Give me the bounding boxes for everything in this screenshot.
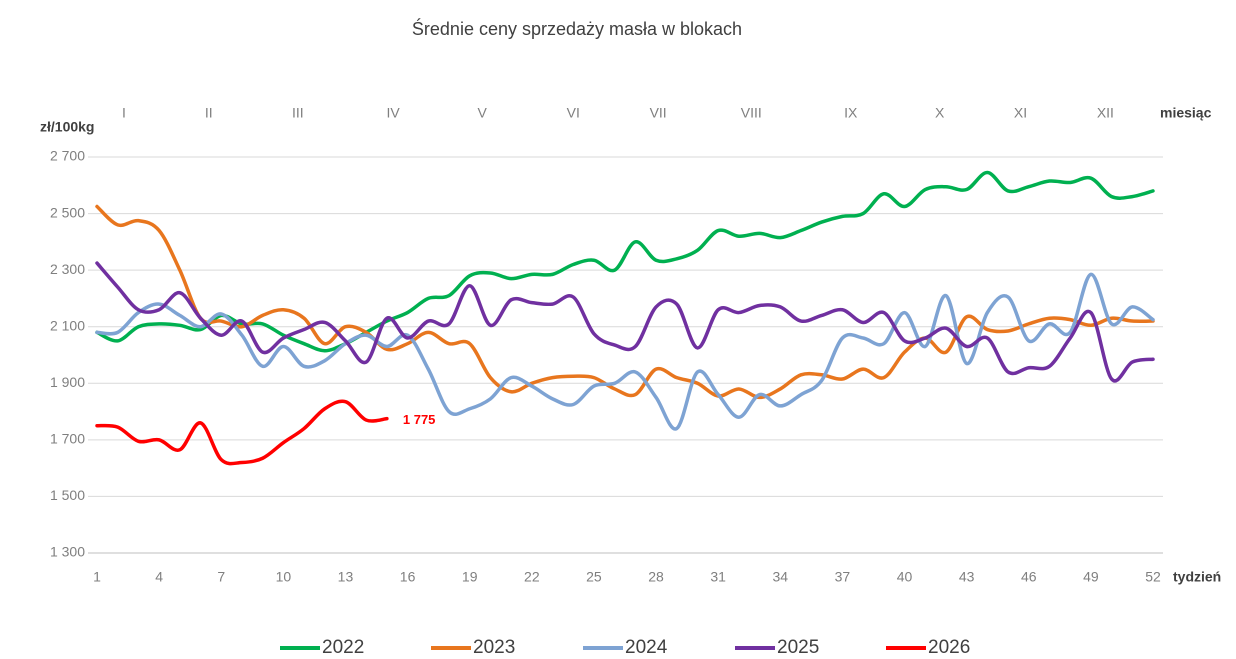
month-label: I bbox=[122, 105, 126, 121]
month-label: VII bbox=[650, 105, 667, 121]
y-tick-label: 2 300 bbox=[50, 261, 85, 277]
x-tick-label: 49 bbox=[1083, 569, 1099, 585]
legend-label: 2022 bbox=[322, 637, 364, 658]
x-tick-label: 25 bbox=[586, 569, 602, 585]
y-tick-label: 2 100 bbox=[50, 317, 85, 333]
month-label: IV bbox=[386, 105, 400, 121]
x-tick-label: 31 bbox=[710, 569, 726, 585]
x-tick-label: 7 bbox=[217, 569, 225, 585]
series-line bbox=[95, 261, 1155, 383]
month-label: XI bbox=[1014, 105, 1027, 121]
x-tick-label: 16 bbox=[400, 569, 416, 585]
x-axis-label: tydzień bbox=[1173, 569, 1221, 585]
y-axis-label: zł/100kg bbox=[40, 119, 94, 135]
x-tick-label: 37 bbox=[835, 569, 851, 585]
x-tick-label: 4 bbox=[155, 569, 163, 585]
x-tick-label: 40 bbox=[897, 569, 913, 585]
month-label: II bbox=[205, 105, 213, 121]
y-tick-label: 1 900 bbox=[50, 374, 85, 390]
legend-label: 2026 bbox=[928, 637, 970, 658]
y-tick-label: 2 500 bbox=[50, 204, 85, 220]
x-tick-label: 10 bbox=[276, 569, 292, 585]
x-tick-label: 43 bbox=[959, 569, 975, 585]
y-tick-label: 1 300 bbox=[50, 544, 85, 560]
month-label: X bbox=[935, 105, 945, 121]
month-label: V bbox=[477, 105, 487, 121]
x-tick-label: 34 bbox=[773, 569, 789, 585]
month-label: XII bbox=[1097, 105, 1114, 121]
y-tick-label: 1 700 bbox=[50, 431, 85, 447]
y-tick-label: 2 700 bbox=[50, 148, 85, 164]
series-line bbox=[95, 204, 1155, 400]
month-label: VIII bbox=[741, 105, 762, 121]
legend-label: 2025 bbox=[777, 637, 819, 658]
legend-label: 2024 bbox=[625, 637, 668, 658]
y-tick-label: 1 500 bbox=[50, 487, 85, 503]
x-tick-label: 13 bbox=[338, 569, 354, 585]
x-tick-label: 19 bbox=[462, 569, 478, 585]
data-label: 1 775 bbox=[403, 412, 436, 427]
month-axis-label: miesiąc bbox=[1160, 105, 1212, 121]
month-label: III bbox=[292, 105, 304, 121]
series-line bbox=[95, 399, 389, 466]
chart-title: Średnie ceny sprzedaży masła w blokach bbox=[412, 18, 742, 39]
x-tick-label: 52 bbox=[1145, 569, 1161, 585]
month-label: VI bbox=[567, 105, 580, 121]
month-label: IX bbox=[844, 105, 858, 121]
series-line bbox=[95, 170, 1155, 353]
x-tick-label: 22 bbox=[524, 569, 540, 585]
x-tick-label: 46 bbox=[1021, 569, 1037, 585]
legend-label: 2023 bbox=[473, 637, 515, 658]
x-tick-label: 28 bbox=[648, 569, 664, 585]
x-tick-label: 1 bbox=[93, 569, 101, 585]
